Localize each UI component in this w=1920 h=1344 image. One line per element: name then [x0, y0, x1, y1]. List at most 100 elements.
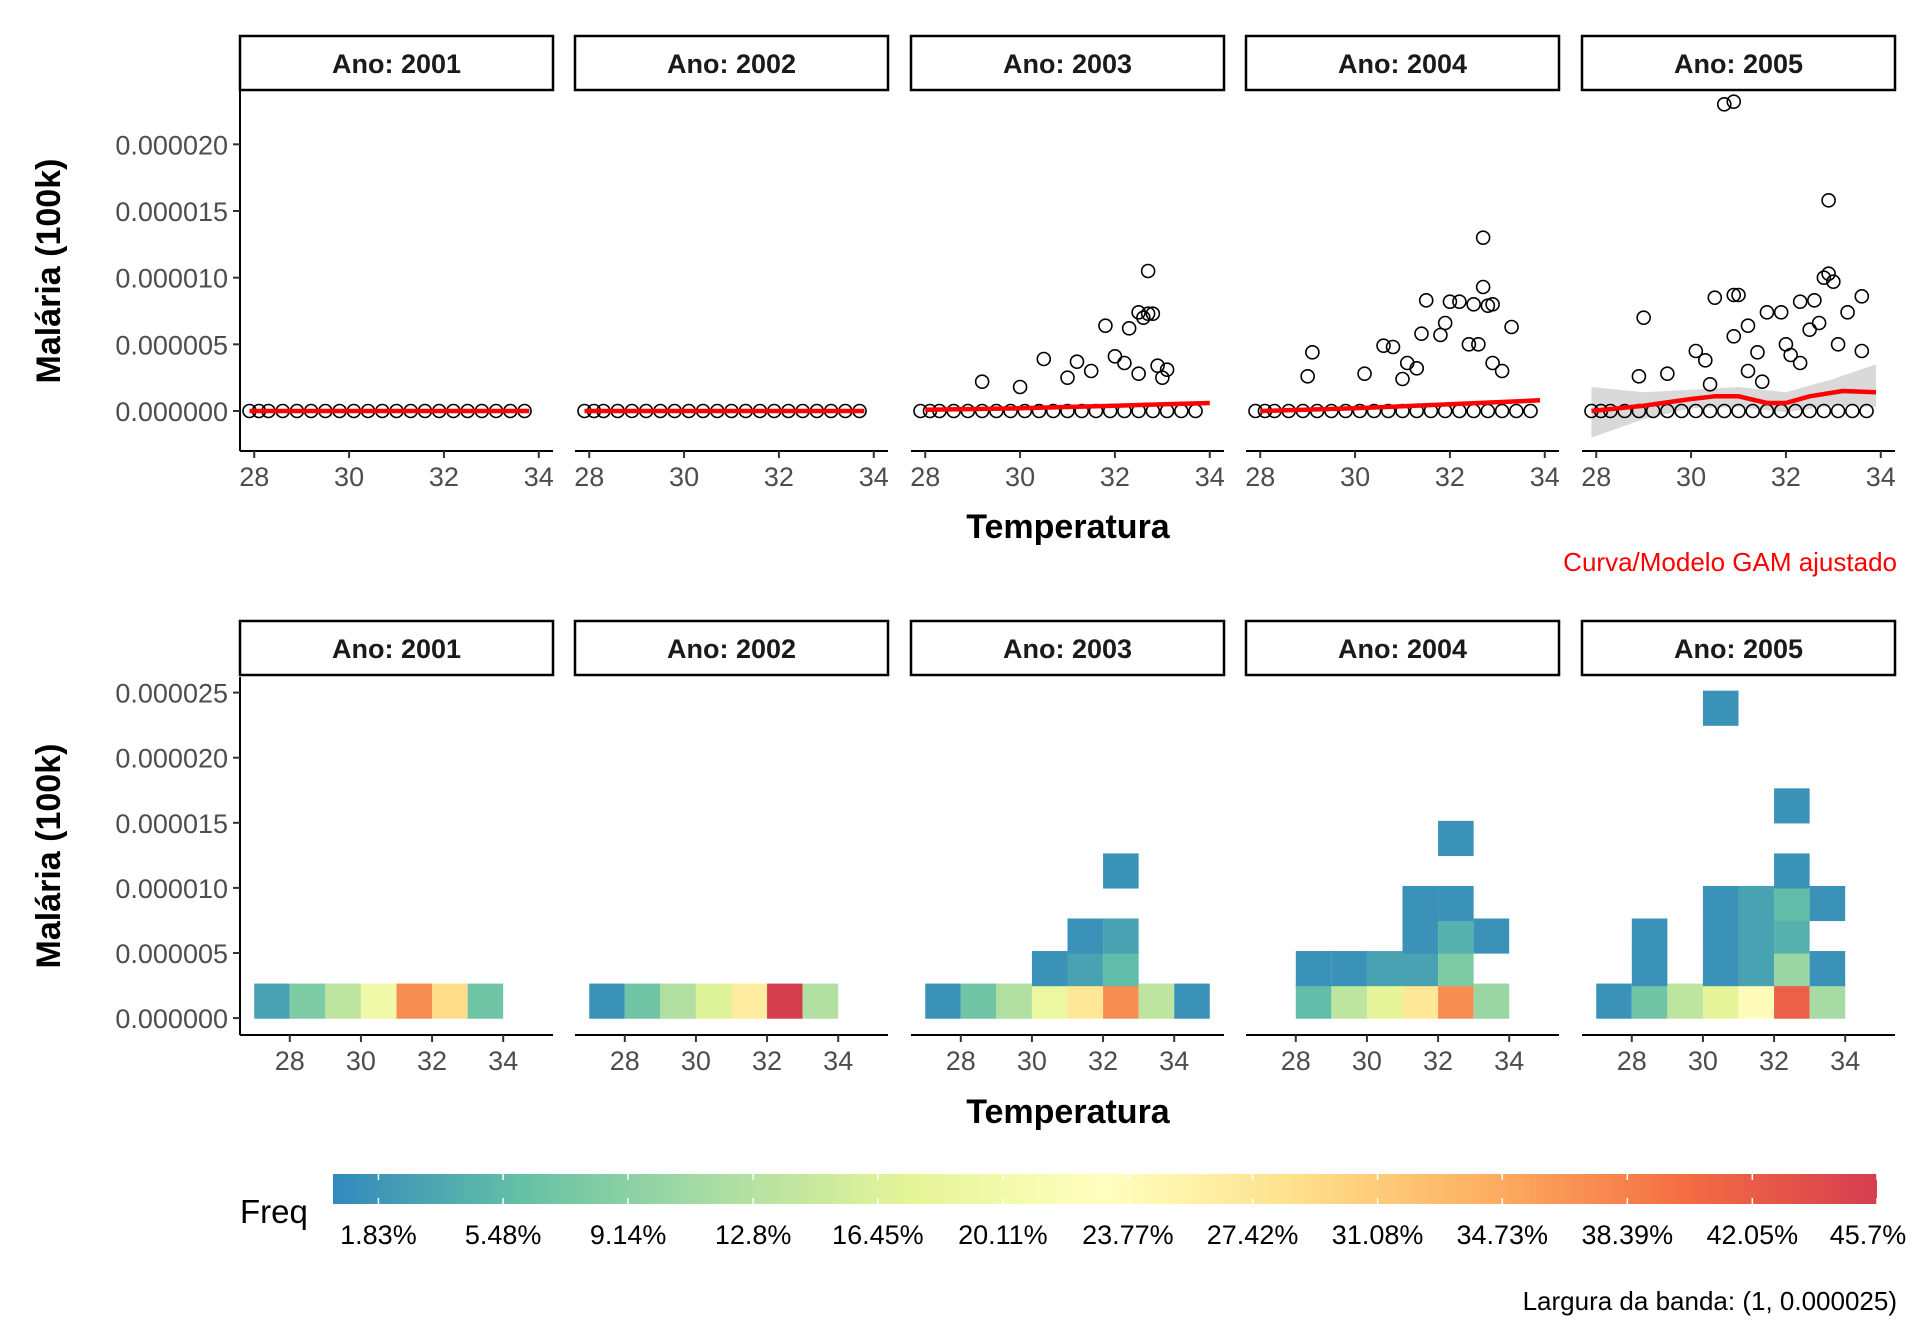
scatter-point — [1466, 297, 1481, 312]
facet-strip-label-2001: Ano: 2001 — [332, 634, 461, 664]
x-tick-label: 32 — [1771, 462, 1801, 492]
heatmap-tile — [1366, 951, 1403, 987]
x-tick-label: 32 — [1423, 1046, 1453, 1076]
facet-strip-label-2004: Ano: 2004 — [1338, 634, 1467, 664]
facet-strip-label-2005: Ano: 2005 — [1674, 634, 1803, 664]
heatmap-tile — [1331, 951, 1367, 987]
x-tick-label: 28 — [239, 462, 269, 492]
heatmap-tile — [1067, 951, 1104, 987]
heatmap-tile — [1774, 918, 1810, 954]
scatter-point — [1485, 297, 1500, 312]
scatter-point — [1069, 354, 1085, 369]
gam-fit-line — [925, 400, 1210, 412]
scatter-point — [1816, 403, 1832, 419]
scatter-point — [1409, 361, 1425, 376]
scatter-point — [1726, 94, 1742, 109]
x-tick-label: 28 — [610, 1046, 640, 1076]
legend-label: 31.08% — [1332, 1220, 1424, 1250]
scatter-point — [1117, 355, 1132, 371]
scatter-point — [1740, 318, 1756, 333]
scatter-point — [1305, 345, 1320, 360]
y-tick-label: 0.000015 — [115, 809, 228, 839]
x-tick-label: 32 — [764, 462, 794, 492]
facet-strip-2001 — [238, 619, 555, 677]
y-tick-label: 0.000000 — [115, 397, 228, 427]
heatmap-tile — [1295, 983, 1332, 1019]
x-tick-label: 30 — [1676, 462, 1706, 492]
scatter-point — [1636, 310, 1651, 325]
gam-fit-line — [1260, 398, 1541, 414]
x-axis-title: Temperatura — [966, 1093, 1171, 1131]
x-tick-label: 28 — [1581, 462, 1611, 492]
facet-strip-label-2004: Ano: 2004 — [1338, 49, 1467, 79]
heatmap-tile — [1402, 918, 1439, 954]
scatter-point — [1140, 306, 1156, 321]
heatmap-tile — [1738, 983, 1775, 1019]
heatmap-tile — [1738, 951, 1775, 987]
scatter-point — [1504, 319, 1519, 335]
x-tick-label: 30 — [669, 462, 699, 492]
heatmap-tile — [1738, 885, 1775, 922]
heatmap-tile — [1295, 951, 1332, 987]
heatmap-tile — [1067, 983, 1104, 1019]
scatter-point — [1155, 370, 1170, 385]
scatter-point — [1366, 403, 1382, 419]
scatter-point — [1726, 329, 1742, 344]
heatmap-tile — [325, 983, 361, 1019]
legend-label: 16.45% — [832, 1220, 924, 1250]
scatter-point — [1807, 293, 1822, 308]
scatter-point — [1098, 318, 1113, 333]
scatter-point — [1442, 294, 1458, 309]
heatmap-tile — [1631, 918, 1668, 954]
legend-label: 9.14% — [590, 1220, 667, 1250]
y-tick-label: 0.000005 — [115, 939, 228, 969]
facet-2001: Ano: 2001 28 30 32 34 0.000000 0.000005 0.00001… — [115, 619, 555, 1076]
scatter-point — [1452, 294, 1467, 309]
heatmap-tile — [1473, 918, 1510, 954]
scatter-point — [1083, 363, 1099, 379]
x-tick-label: 32 — [1435, 462, 1465, 492]
heatmap-tile — [1402, 983, 1439, 1019]
scatter-point — [1811, 315, 1827, 331]
scatter-point — [1759, 305, 1775, 320]
facet-strip-label-2002: Ano: 2002 — [667, 634, 796, 664]
scatter-point — [1188, 403, 1203, 419]
facet-strip-label-2001: Ano: 2001 — [332, 49, 461, 79]
x-tick-label: 34 — [859, 462, 889, 492]
facet-strip-2003 — [909, 619, 1226, 677]
heatmap-tile — [624, 983, 661, 1019]
freq-colorbar-legend: 1.83% 5.48% 9.14% 12.8% 16.45% 20.11% 23.77% 27… — [333, 1174, 1906, 1250]
legend-label: 5.48% — [465, 1220, 542, 1250]
scatter-point — [1131, 366, 1146, 381]
heatmap-tile — [660, 983, 696, 1019]
top-caption-gam: Curva/Modelo GAM ajustado — [1563, 547, 1897, 577]
scatter-point — [1437, 315, 1453, 331]
heatmap-panel: Ano: 2001 28 30 32 34 0.000000 0.000005 0.00001… — [30, 619, 1897, 1131]
scatter-point — [1731, 287, 1746, 303]
heatmap-tile — [1103, 983, 1139, 1019]
scatter-point — [1418, 293, 1434, 308]
scatter-point — [1003, 403, 1018, 419]
legend-label: 12.8% — [715, 1220, 792, 1250]
legend-label: 27.42% — [1207, 1220, 1299, 1250]
scatter-point — [1395, 371, 1410, 387]
scatter-point — [1707, 290, 1723, 305]
y-tick-label: 0.000000 — [115, 1004, 228, 1034]
x-tick-label: 30 — [681, 1046, 711, 1076]
facet-strip-2005 — [1580, 34, 1897, 92]
scatter-point — [1045, 403, 1061, 419]
facet-2004: Ano: 2004 28 30 32 34 — [1244, 34, 1561, 492]
scatter-point — [1509, 403, 1524, 419]
heatmap-tile — [1809, 951, 1846, 987]
heatmap-tile — [1438, 918, 1474, 954]
scatter-point — [1376, 338, 1391, 353]
x-tick-label: 30 — [1688, 1046, 1718, 1076]
scatter-point — [1773, 305, 1789, 320]
heatmap-tile — [1366, 983, 1403, 1019]
heatmap-tile — [1702, 983, 1739, 1019]
scatter-point — [1702, 403, 1718, 419]
y-axis-title: Malária (100k) — [30, 159, 68, 384]
scatter-point — [1461, 337, 1477, 352]
heatmap-tile — [1067, 918, 1104, 954]
scatter-point — [1036, 351, 1052, 367]
